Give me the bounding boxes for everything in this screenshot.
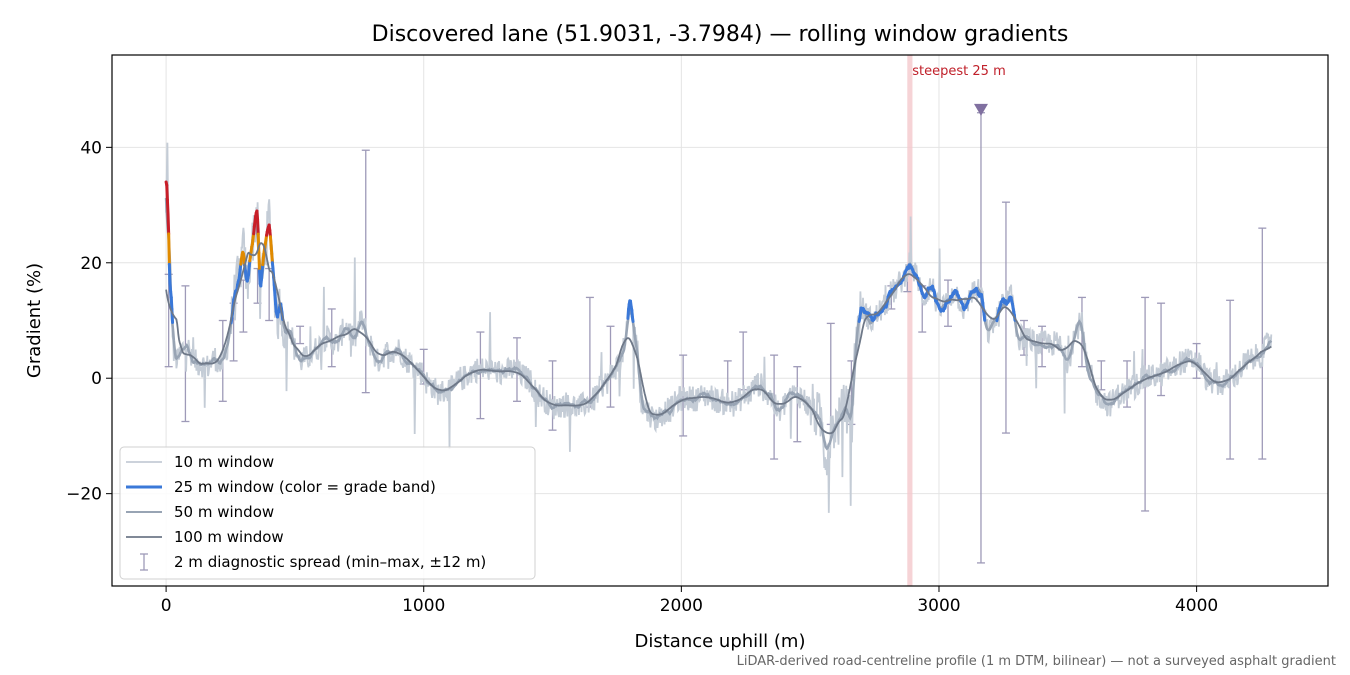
x-tick-label: 3000 [917, 596, 960, 616]
marker-layer [973, 103, 988, 116]
chart-title: Discovered lane (51.9031, -3.7984) — rol… [372, 22, 1069, 47]
legend-entry-label: 50 m window [174, 503, 274, 521]
footnote: LiDAR-derived road-centreline profile (1… [737, 654, 1336, 669]
y-tick-label: 0 [91, 369, 102, 389]
series-25m-segment [167, 232, 171, 266]
series-25m-segment [630, 315, 635, 323]
x-tick-label: 1000 [402, 596, 445, 616]
legend-entry-label: 10 m window [174, 453, 274, 471]
y-axis-label: Gradient (%) [24, 263, 45, 378]
axis-ticks: 0 1000 2000 3000 4000 −20 0 20 40 [66, 138, 1218, 616]
series-25m-segment [165, 183, 169, 202]
series-25m-segment [982, 312, 987, 322]
x-tick-label: 2000 [660, 596, 703, 616]
series-lines [164, 142, 1273, 513]
peak-marker [973, 103, 988, 116]
legend: 10 m window 25 m window (color = grade ba… [119, 446, 536, 580]
steepest-band-label: steepest 25 m [912, 64, 1005, 79]
series-25m-segment [169, 295, 174, 311]
series-25m-segment [166, 212, 171, 236]
series-25m-segment [256, 217, 260, 236]
legend-entry-label: 100 m window [174, 528, 284, 546]
y-tick-label: −20 [66, 485, 102, 505]
series-25m-segment [165, 198, 170, 216]
legend-entry-label: 25 m window (color = grade band) [174, 478, 436, 496]
x-axis-label: Distance uphill (m) [635, 631, 806, 652]
legend-box [119, 446, 536, 580]
series-25m-segment [272, 283, 277, 298]
series-100m-line [165, 242, 1272, 435]
steepest-band [907, 55, 913, 586]
y-tick-label: 20 [80, 254, 102, 274]
plot-frame [111, 54, 1329, 587]
legend-entry-label: 2 m diagnostic spread (min–max, ±12 m) [174, 553, 486, 571]
series-25m-segment [626, 307, 631, 320]
series-25m-segment [167, 262, 172, 285]
x-tick-label: 4000 [1175, 596, 1218, 616]
steepest-band-rect [907, 55, 913, 586]
series-25m-segment [257, 251, 261, 273]
x-tick-label: 0 [161, 596, 172, 616]
y-tick-label: 40 [80, 138, 102, 158]
